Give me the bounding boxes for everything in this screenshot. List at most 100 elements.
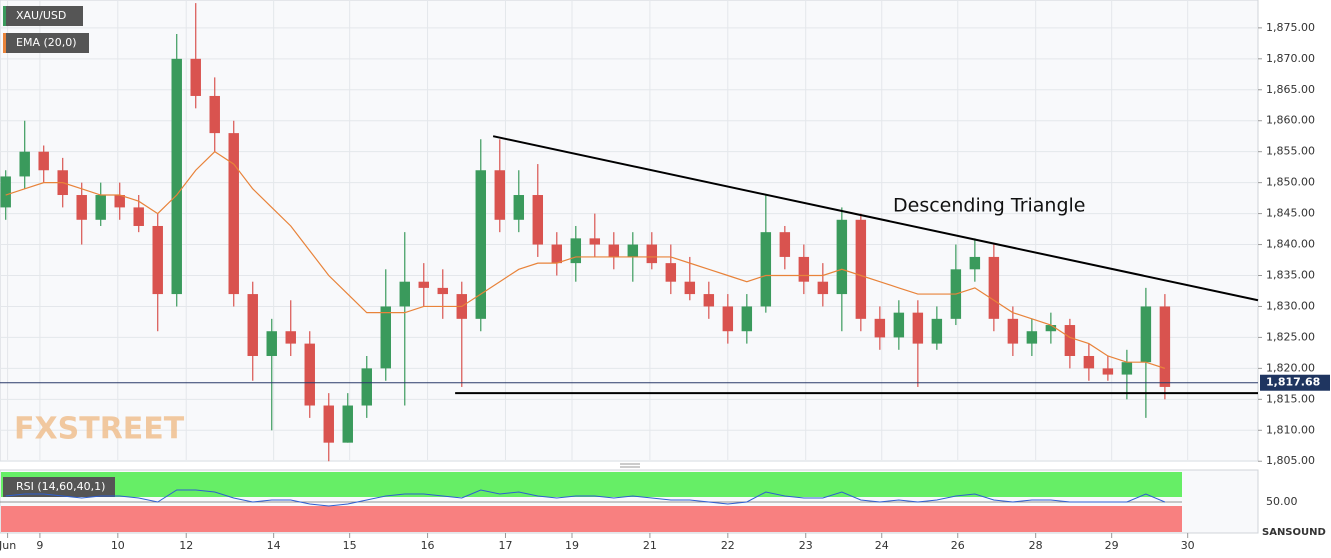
candle-body bbox=[551, 244, 563, 264]
candle-body bbox=[418, 281, 429, 288]
y-tick-label: 1,875.00 bbox=[1266, 21, 1315, 34]
candle-body bbox=[209, 95, 220, 134]
x-tick-label: Jun bbox=[0, 539, 16, 552]
candle-body bbox=[608, 244, 620, 257]
candle-body bbox=[1102, 368, 1114, 375]
legend-swatch bbox=[3, 6, 6, 26]
y-tick-label: 1,810.00 bbox=[1266, 423, 1315, 436]
y-tick-label: 1,860.00 bbox=[1266, 114, 1315, 127]
candle-body bbox=[722, 306, 734, 332]
candle-body bbox=[95, 195, 106, 220]
x-tick-label: 30 bbox=[1181, 539, 1195, 552]
candle-body bbox=[532, 195, 544, 245]
candle-body bbox=[760, 232, 772, 307]
candle-body bbox=[779, 232, 791, 257]
y-tick-label: 1,840.00 bbox=[1266, 238, 1315, 251]
candle-body bbox=[817, 281, 829, 295]
candle-body bbox=[266, 331, 277, 356]
candle-body bbox=[627, 244, 639, 257]
y-tick-label: 1,815.00 bbox=[1266, 392, 1315, 405]
logo-text: SANSOUND bbox=[1262, 527, 1326, 538]
candle-body bbox=[247, 294, 258, 356]
y-tick-label: 1,820.00 bbox=[1266, 361, 1315, 374]
candle-body bbox=[228, 133, 239, 295]
legend-ema: EMA (20,0) bbox=[16, 36, 77, 49]
legend-box bbox=[3, 477, 115, 497]
x-tick-label: 22 bbox=[721, 539, 735, 552]
x-tick-label: 28 bbox=[1029, 539, 1043, 552]
candle-body bbox=[836, 219, 848, 295]
x-tick-label: 15 bbox=[343, 539, 357, 552]
candle-body bbox=[893, 312, 905, 338]
legend-symbol: XAU/USD bbox=[16, 9, 66, 22]
candle-body bbox=[399, 281, 410, 307]
candle-body bbox=[513, 195, 525, 220]
candle-body bbox=[1064, 325, 1076, 356]
x-tick-label: 9 bbox=[36, 539, 43, 552]
candle-body bbox=[304, 343, 315, 406]
candle-body bbox=[1140, 306, 1152, 363]
candle-body bbox=[19, 151, 30, 177]
y-tick-label: 1,805.00 bbox=[1266, 454, 1315, 467]
annotation: Descending Triangle bbox=[893, 195, 1086, 217]
candle-body bbox=[285, 331, 296, 344]
candle-body bbox=[323, 405, 334, 443]
candle-body bbox=[665, 263, 677, 282]
y-tick-label: 1,825.00 bbox=[1266, 330, 1315, 343]
rsi-upper-zone bbox=[1, 472, 1182, 497]
candle-body bbox=[1159, 306, 1171, 387]
ema-line bbox=[5, 150, 1166, 369]
last-price-box bbox=[1260, 374, 1330, 391]
candle-body bbox=[741, 306, 753, 332]
x-tick-label: 10 bbox=[111, 539, 125, 552]
y-tick-label: 1,845.00 bbox=[1266, 207, 1315, 220]
watermark: FXSTREET bbox=[14, 412, 185, 447]
candle-body bbox=[1045, 325, 1057, 332]
candle-body bbox=[0, 176, 11, 208]
candle-body bbox=[152, 225, 163, 295]
candle-body bbox=[342, 405, 353, 443]
legend-box bbox=[3, 33, 89, 53]
candle-body bbox=[589, 238, 601, 245]
candle-body bbox=[912, 312, 924, 344]
candle-body bbox=[114, 195, 125, 208]
candle-body bbox=[171, 58, 182, 295]
candle-body bbox=[988, 256, 1000, 319]
candle-body bbox=[437, 287, 448, 295]
candle-body bbox=[190, 58, 201, 96]
legend-box bbox=[3, 6, 83, 26]
y-tick-label: 1,865.00 bbox=[1266, 83, 1315, 96]
y-tick-label: 1,835.00 bbox=[1266, 269, 1315, 282]
x-tick-label: 24 bbox=[875, 539, 889, 552]
candle-body bbox=[855, 219, 867, 319]
legend-swatch bbox=[3, 33, 6, 53]
candle-body bbox=[969, 256, 981, 270]
candle-body bbox=[38, 151, 49, 171]
candle-body bbox=[133, 207, 144, 226]
legend-rsi: RSI (14,60,40,1) bbox=[16, 480, 105, 493]
y-tick-label: 1,850.00 bbox=[1266, 176, 1315, 189]
x-tick-label: 29 bbox=[1105, 539, 1119, 552]
rsi-tick-label: 50.00 bbox=[1266, 495, 1298, 508]
candle-body bbox=[361, 368, 372, 406]
candle-body bbox=[1007, 318, 1019, 344]
candle-body bbox=[1083, 355, 1095, 369]
x-tick-label: 16 bbox=[421, 539, 435, 552]
y-tick-label: 1,830.00 bbox=[1266, 299, 1315, 312]
candle-body bbox=[1026, 331, 1038, 344]
rsi-line bbox=[5, 489, 1166, 507]
candle-body bbox=[874, 318, 886, 338]
x-tick-label: 23 bbox=[799, 539, 813, 552]
candle-body bbox=[1121, 362, 1133, 375]
candle-body bbox=[931, 318, 943, 344]
candle-body bbox=[475, 170, 487, 319]
candle-body bbox=[646, 244, 658, 264]
candle-body bbox=[76, 195, 87, 220]
last-price-label: 1,817.68 bbox=[1266, 376, 1320, 389]
candle-body bbox=[570, 238, 582, 264]
rsi-lower-zone bbox=[1, 506, 1182, 532]
candle-body bbox=[380, 306, 391, 369]
y-tick-label: 1,870.00 bbox=[1266, 52, 1315, 65]
x-tick-label: 17 bbox=[498, 539, 512, 552]
